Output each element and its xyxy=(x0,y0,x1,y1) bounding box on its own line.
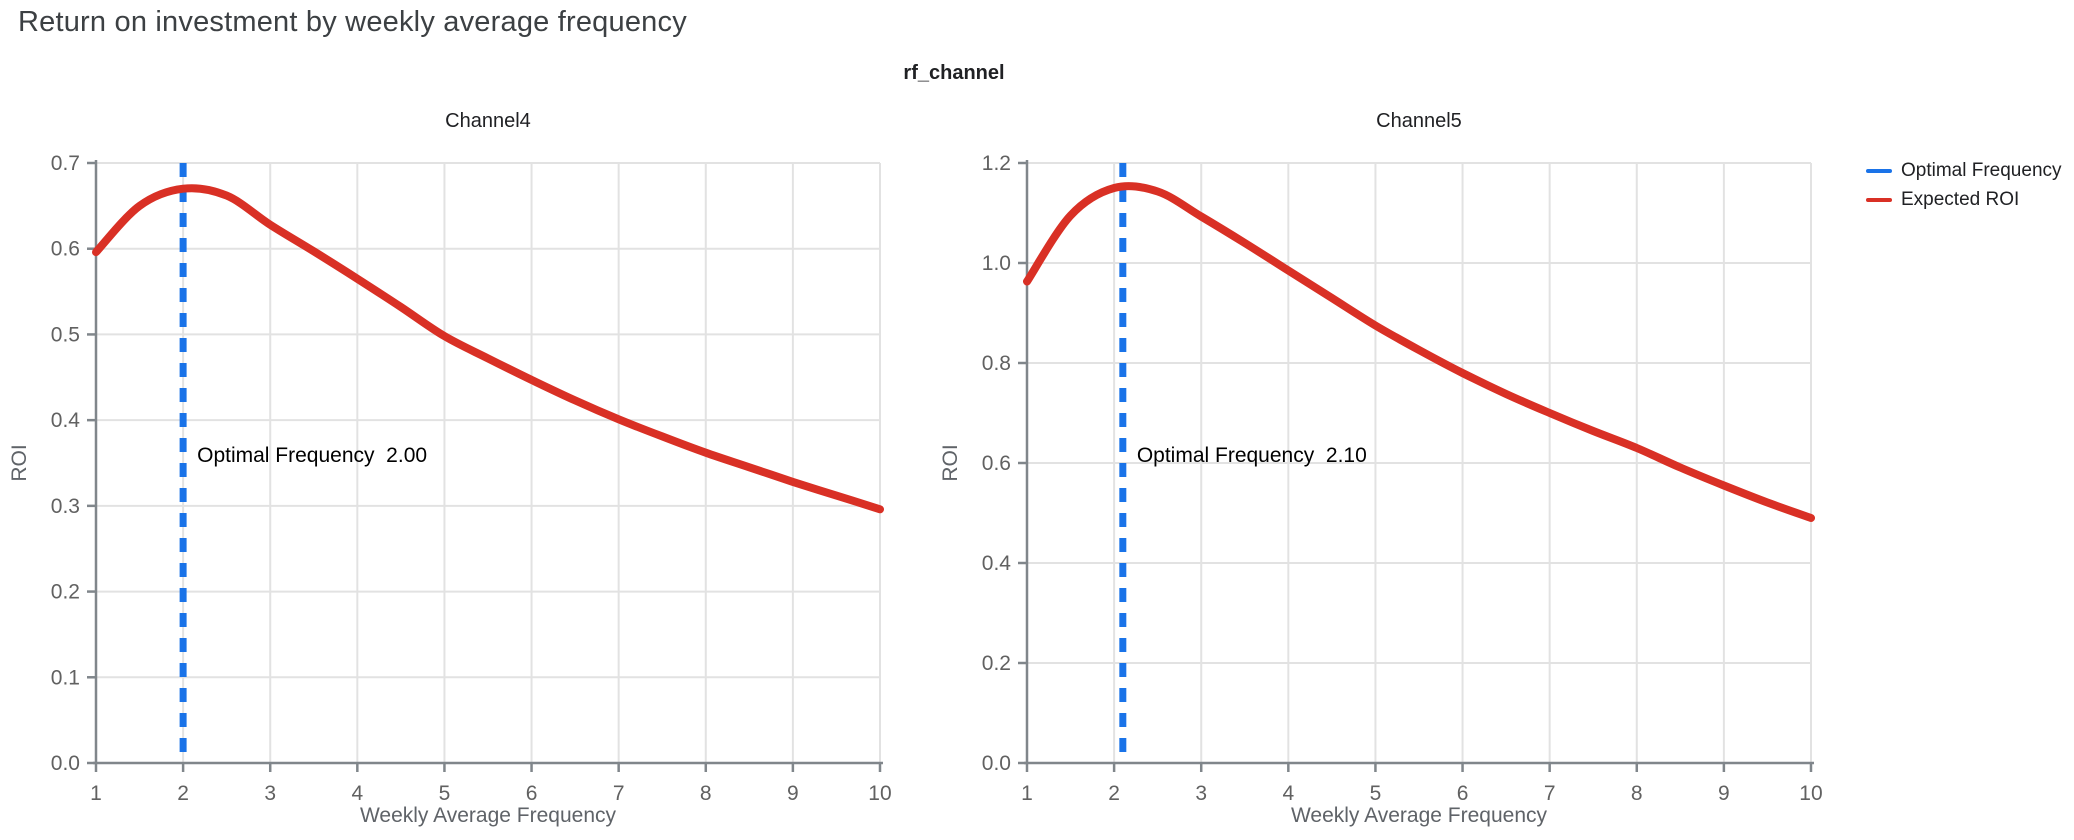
x-tick-label: 7 xyxy=(1544,782,1556,805)
gridlines xyxy=(1027,162,1812,763)
x-tick-label: 3 xyxy=(264,782,276,805)
x-tick-label: 9 xyxy=(1718,782,1730,805)
y-tick-label: 0.7 xyxy=(51,152,80,175)
facet-variable-title: rf_channel xyxy=(903,62,1005,84)
y-tick-label: 1.2 xyxy=(982,152,1011,175)
x-axis-title: Weekly Average Frequency xyxy=(360,804,617,827)
legend-item-expected-roi: Expected ROI xyxy=(1866,189,2062,211)
expected-roi-curve xyxy=(1023,182,1815,522)
y-tick-label: 0.2 xyxy=(982,652,1011,675)
axes xyxy=(87,160,883,772)
chart-title: Channel4 xyxy=(445,110,531,132)
x-tick-label: 4 xyxy=(1282,782,1294,805)
page-title: Return on investment by weekly average f… xyxy=(18,6,687,38)
optimal-frequency-swatch-icon xyxy=(1866,169,1892,173)
x-tick-label: 10 xyxy=(1799,782,1822,805)
chart-channel5: Channel5 0.0 0.2 0.4 0.6 0.8 1.0 1.2 1 2 3 4 5 6 7 8 9 10… xyxy=(939,110,1823,827)
legend-label: Optimal Frequency xyxy=(1901,160,2062,181)
legend-label: Expected ROI xyxy=(1901,189,2020,210)
x-tick-label: 2 xyxy=(177,782,189,805)
y-tick-label: 0.3 xyxy=(51,495,80,518)
y-tick-label: 0.6 xyxy=(51,238,80,261)
x-tick-label: 2 xyxy=(1108,782,1120,805)
x-tick-label: 5 xyxy=(1370,782,1382,805)
x-axis-title: Weekly Average Frequency xyxy=(1291,804,1548,827)
x-tick-label: 10 xyxy=(868,782,891,805)
expected-roi-curve xyxy=(92,184,884,514)
y-tick-label: 0.4 xyxy=(982,552,1012,575)
y-axis-title: ROI xyxy=(8,444,31,481)
legend: Optimal Frequency Expected ROI xyxy=(1866,160,2062,211)
y-tick-label: 1.0 xyxy=(982,252,1011,275)
x-tick-label: 8 xyxy=(1631,782,1643,805)
x-tick-label: 6 xyxy=(526,782,538,805)
chart-title: Channel5 xyxy=(1376,110,1462,132)
y-tick-label: 0.5 xyxy=(51,323,80,346)
y-axis-title: ROI xyxy=(939,444,962,481)
y-tick-label: 0.6 xyxy=(982,452,1011,475)
expected-roi-swatch-icon xyxy=(1866,198,1892,202)
x-tick-label: 7 xyxy=(613,782,625,805)
tick-labels: 0.0 0.2 0.4 0.6 0.8 1.0 1.2 1 2 3 4 5 6 7 8 9 10 xyxy=(982,152,1823,805)
legend-item-optimal-frequency: Optimal Frequency xyxy=(1866,160,2062,182)
x-tick-label: 1 xyxy=(1021,782,1033,805)
y-tick-label: 0.0 xyxy=(982,752,1011,775)
y-tick-label: 0.2 xyxy=(51,581,80,604)
x-tick-label: 3 xyxy=(1195,782,1207,805)
x-tick-label: 6 xyxy=(1457,782,1469,805)
y-tick-label: 0.1 xyxy=(51,666,80,689)
x-tick-label: 5 xyxy=(439,782,451,805)
x-tick-label: 1 xyxy=(90,782,102,805)
x-tick-label: 4 xyxy=(351,782,363,805)
optimal-frequency-annotation: Optimal Frequency 2.00 xyxy=(197,444,427,467)
x-tick-label: 9 xyxy=(787,782,799,805)
tick-labels: 0.0 0.1 0.2 0.3 0.4 0.5 0.6 0.7 1 2 3 4 5 6 7 8 9 10 xyxy=(51,152,892,805)
chart-channel4: Channel4 0.0 0.1 0.2 0.3 0.4 0.5 0.6 0.7 1 2 3 4 5 6 7 8… xyxy=(8,110,892,827)
y-tick-label: 0.4 xyxy=(51,409,81,432)
optimal-frequency-annotation: Optimal Frequency 2.10 xyxy=(1137,444,1367,467)
axes xyxy=(1018,160,1814,772)
y-tick-label: 0.0 xyxy=(51,752,80,775)
x-tick-label: 8 xyxy=(700,782,712,805)
y-tick-label: 0.8 xyxy=(982,352,1011,375)
